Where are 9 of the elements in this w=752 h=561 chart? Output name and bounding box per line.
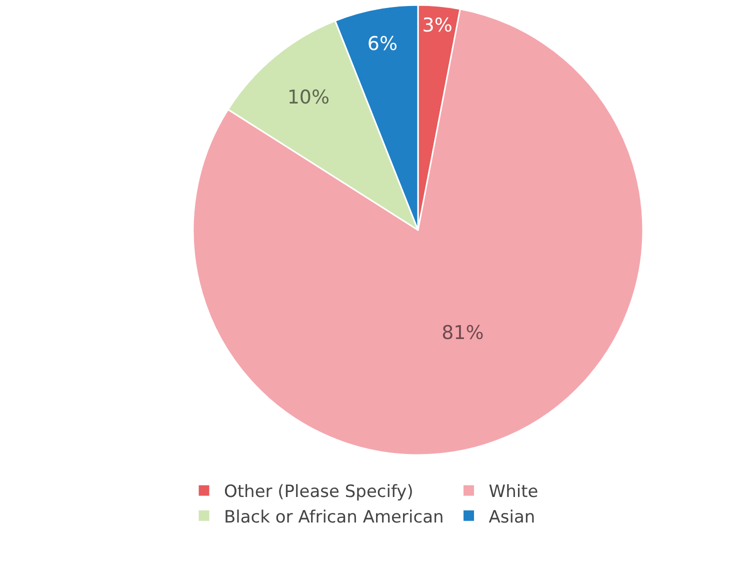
data-label: 81% xyxy=(442,322,484,344)
legend-label: White xyxy=(488,482,538,502)
data-label: 6% xyxy=(367,32,398,55)
data-label: 10% xyxy=(287,86,330,109)
data-label: 3% xyxy=(422,14,452,36)
pie-slice xyxy=(192,8,644,456)
legend-label: Other (Please Specify) xyxy=(224,482,414,502)
legend-label: Black or African American xyxy=(224,507,444,528)
legend-label: Asian xyxy=(488,507,536,528)
